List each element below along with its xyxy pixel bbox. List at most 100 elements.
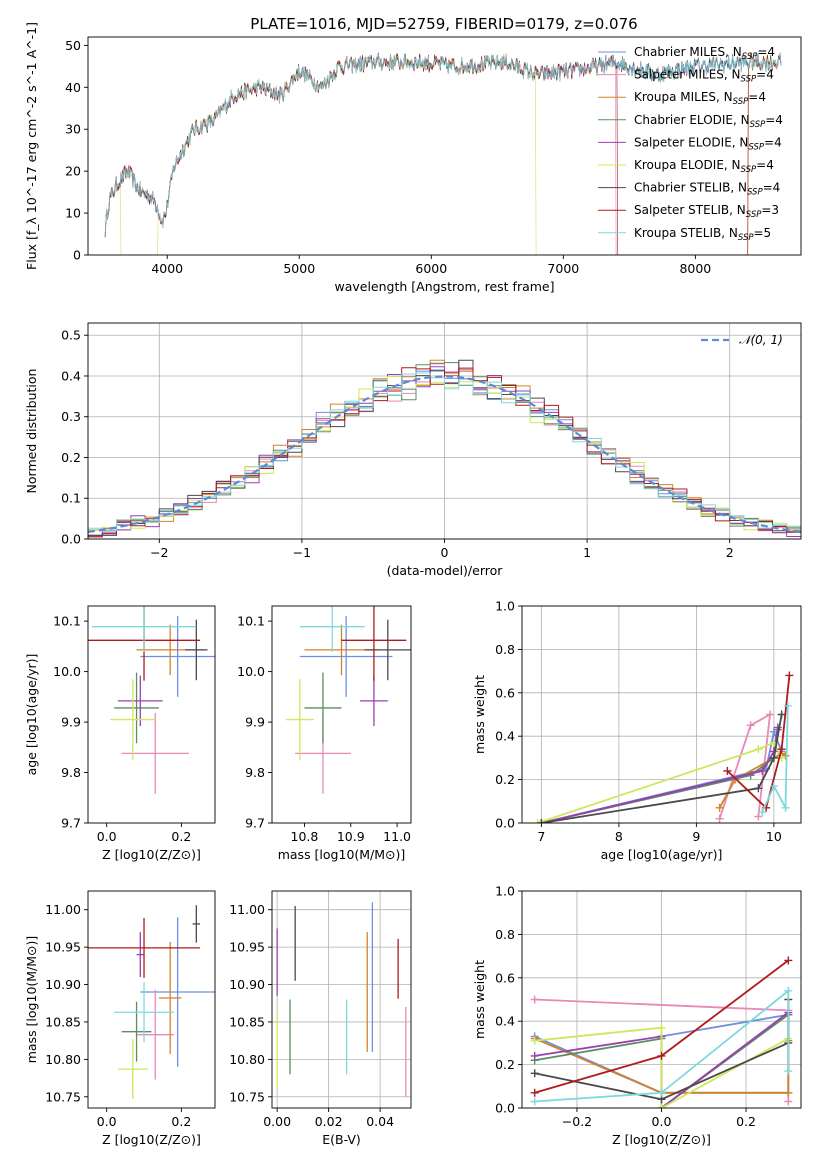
legend-label: Kroupa ELODIE, NSSP=4 xyxy=(634,158,774,175)
x-tick-label: 8 xyxy=(615,829,623,844)
y-tick-label: 10.75 xyxy=(45,1089,81,1104)
plus-marker xyxy=(533,819,542,823)
axes-frame xyxy=(87,890,216,1109)
errorbar-point xyxy=(136,989,174,1080)
spectrum-line xyxy=(104,52,782,255)
plus-marker xyxy=(773,723,782,732)
plus-marker xyxy=(758,766,767,775)
axes-frame xyxy=(87,36,802,256)
x-tick-label: −2 xyxy=(150,545,168,560)
plus-marker xyxy=(530,1088,539,1097)
figure-title: PLATE=1016, MJD=52759, FIBERID=0179, z=0… xyxy=(250,15,637,33)
y-tick-label: 0.0 xyxy=(495,816,515,831)
x-tick-label: 0.00 xyxy=(263,1114,291,1129)
histogram-step xyxy=(88,367,801,538)
y-tick-label: 11.00 xyxy=(229,902,265,917)
mass-weight-line xyxy=(761,705,789,813)
plus-marker xyxy=(777,745,786,754)
plus-marker xyxy=(758,808,767,817)
y-tick-label: 10.95 xyxy=(45,940,81,955)
mass-weight-line xyxy=(534,1026,789,1108)
errorbar-point xyxy=(158,941,182,1055)
errorbar-point xyxy=(285,679,314,760)
y-axis-label: age [log10(age/yr)] xyxy=(24,654,39,776)
x-tick-label: 10.9 xyxy=(337,829,365,844)
legend-label: 𝒩(0, 1) xyxy=(739,333,783,347)
x-tick-label: 0.04 xyxy=(366,1114,394,1129)
errorbar-point xyxy=(304,672,342,744)
age-vs-mass-panel: 10.8 10.9 11.0 9.7 9.8 9.9 10.0 10.1 mass [log10… xyxy=(237,605,412,862)
mass-vs-ebv-panel: 0.00 0.02 0.04 10.75 10.80 10.85 10.90 10.95 11.… xyxy=(229,890,412,1147)
plot-area xyxy=(533,671,794,823)
errorbar-point xyxy=(192,905,201,943)
plus-marker xyxy=(784,1088,793,1097)
mass-vs-metallicity-panel: 0.0 0.2 10.75 10.80 10.85 10.90 10.95 11.00 Z [l… xyxy=(24,890,216,1147)
y-axis-label: mass [log10(M/M⊙)] xyxy=(24,936,39,1064)
x-tick-label: 10 xyxy=(766,829,782,844)
errorbar-point xyxy=(117,675,163,727)
x-tick-label: 5000 xyxy=(283,261,315,276)
axes-frame xyxy=(271,890,412,1109)
plus-marker xyxy=(783,701,792,710)
y-tick-label: 10.1 xyxy=(53,614,81,629)
legend-label: Salpeter ELODIE, NSSP=4 xyxy=(634,135,782,152)
plus-marker xyxy=(530,1097,539,1106)
y-tick-label: 9.7 xyxy=(61,816,81,831)
plot-area xyxy=(104,51,782,255)
y-tick-label: 10 xyxy=(65,206,81,221)
y-tick-label: 20 xyxy=(65,164,81,179)
errorbar-point xyxy=(121,1001,152,1062)
y-tick-label: 0.8 xyxy=(495,927,515,942)
spectrum-line xyxy=(104,53,782,255)
spectrum-panel: 4000 5000 6000 7000 8000 0 10 20 30 40 50 wavelengt… xyxy=(24,22,802,294)
errorbar-point xyxy=(185,619,208,681)
x-tick-label: 11.0 xyxy=(383,829,411,844)
plot-area xyxy=(530,956,793,1108)
y-tick-label: 10.85 xyxy=(45,1014,81,1029)
plus-marker xyxy=(715,803,724,812)
plot-area xyxy=(88,606,215,794)
y-tick-label: 10.75 xyxy=(229,1089,265,1104)
plot-area xyxy=(285,606,411,794)
legend-label: Salpeter STELIB, NSSP=3 xyxy=(634,203,779,220)
x-axis-label: wavelength [Angstrom, rest frame] xyxy=(334,279,554,294)
plot-area xyxy=(88,905,215,1100)
legend-label: Salpeter MILES, NSSP=4 xyxy=(634,68,774,85)
x-tick-label: 0.2 xyxy=(736,1114,756,1129)
errorbar-point xyxy=(299,606,365,652)
plus-marker xyxy=(746,771,755,780)
plus-marker xyxy=(784,1097,793,1106)
y-tick-label: 1.0 xyxy=(495,884,515,899)
y-axis-label: mass weight xyxy=(472,675,487,754)
errorbar-point xyxy=(114,982,174,1043)
y-axis-label: Normed distribution xyxy=(24,369,39,494)
y-tick-label: 10.90 xyxy=(229,977,265,992)
y-tick-label: 10.1 xyxy=(237,614,265,629)
y-tick-label: 0.4 xyxy=(495,729,515,744)
errorbar-point xyxy=(88,917,201,978)
y-tick-label: 0.1 xyxy=(61,491,81,506)
y-tick-label: 1.0 xyxy=(495,599,515,614)
plus-marker xyxy=(657,1023,666,1032)
y-tick-label: 10.85 xyxy=(229,1014,265,1029)
residual-histogram-panel: −2 −1 0 1 2 0.0 0.1 0.2 0.3 0.4 0.5 (data-model)/er… xyxy=(24,322,802,578)
x-tick-label: 10.8 xyxy=(291,829,319,844)
y-tick-label: 0.0 xyxy=(61,532,81,547)
plus-marker xyxy=(657,1104,666,1108)
y-tick-label: 10.80 xyxy=(45,1052,81,1067)
spectrum-line xyxy=(104,53,782,236)
x-tick-label: 0.0 xyxy=(97,829,117,844)
legend-label: Chabrier ELODIE, NSSP=4 xyxy=(634,113,783,130)
y-axis-label: mass weight xyxy=(472,960,487,1039)
y-axis-label: Flux [f_λ 10^-17 erg cm^-2 s^-1 A^-1] xyxy=(24,22,39,270)
mass-weight-vs-age-panel: 7 8 9 10 0.0 0.2 0.4 0.6 0.8 1.0 age [log10(age/yr… xyxy=(472,599,802,862)
y-tick-label: 0.2 xyxy=(495,772,515,787)
plus-marker xyxy=(754,784,763,793)
errorbar-point xyxy=(110,679,156,760)
x-tick-label: 4000 xyxy=(151,261,183,276)
x-axis-label: E(B-V) xyxy=(322,1132,361,1147)
mass-weight-line xyxy=(726,675,791,810)
plus-marker xyxy=(657,1051,666,1060)
x-tick-label: 0.2 xyxy=(171,829,191,844)
